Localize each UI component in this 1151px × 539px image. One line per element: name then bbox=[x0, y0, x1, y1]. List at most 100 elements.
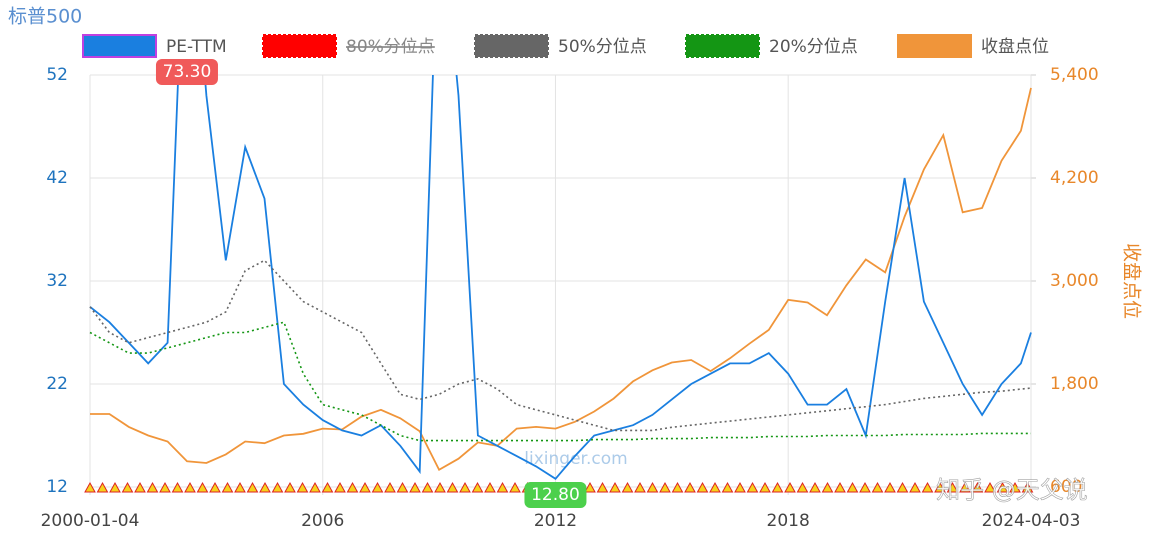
x-tick-label: 2024-04-03 bbox=[982, 511, 1081, 531]
event-marker bbox=[646, 481, 659, 493]
event-marker bbox=[471, 481, 484, 493]
annotation-label: 12.80 bbox=[531, 485, 580, 505]
event-marker bbox=[484, 481, 496, 493]
event-marker bbox=[946, 481, 959, 493]
event-marker bbox=[621, 481, 634, 493]
x-tick-label: 2018 bbox=[767, 511, 810, 531]
event-marker bbox=[971, 481, 984, 493]
y2-tick-label: 3,000 bbox=[1050, 271, 1099, 291]
plot-area bbox=[89, 75, 1032, 480]
event-marker bbox=[671, 481, 684, 493]
event-marker bbox=[1021, 481, 1034, 493]
legend-swatch bbox=[262, 34, 337, 58]
event-marker bbox=[696, 481, 709, 493]
event-marker bbox=[609, 481, 621, 493]
event-marker bbox=[134, 481, 146, 493]
y-tick-label: 52 bbox=[46, 65, 68, 85]
event-marker bbox=[246, 481, 259, 493]
event-marker bbox=[884, 481, 896, 493]
event-marker bbox=[159, 481, 171, 493]
event-marker bbox=[721, 481, 734, 493]
event-marker bbox=[259, 481, 271, 493]
watermark: lixinger.com bbox=[524, 449, 627, 469]
y-tick-label: 22 bbox=[46, 374, 68, 394]
event-marker bbox=[871, 481, 884, 493]
event-marker bbox=[96, 481, 109, 493]
event-marker bbox=[421, 481, 434, 493]
event-marker bbox=[859, 481, 871, 493]
event-marker bbox=[634, 481, 646, 493]
event-marker bbox=[209, 481, 221, 493]
event-marker bbox=[934, 481, 946, 493]
legend-label: PE-TTM bbox=[166, 37, 227, 57]
event-marker bbox=[509, 481, 521, 493]
event-marker bbox=[359, 481, 371, 493]
event-marker bbox=[1009, 481, 1021, 493]
event-marker bbox=[684, 481, 696, 493]
event-marker bbox=[296, 481, 309, 493]
legend-item[interactable]: 20%分位点 bbox=[685, 34, 858, 58]
event-marker bbox=[809, 481, 821, 493]
event-marker bbox=[396, 481, 409, 493]
event-marker bbox=[371, 481, 384, 493]
event-marker bbox=[271, 481, 284, 493]
x-tick-label: 2012 bbox=[534, 511, 577, 531]
event-markers bbox=[84, 481, 1034, 493]
legend-swatch bbox=[82, 34, 157, 58]
annotation-badge bbox=[155, 59, 218, 85]
y2-tick-label: 4,200 bbox=[1050, 168, 1099, 188]
event-marker bbox=[759, 481, 771, 493]
event-marker bbox=[409, 481, 421, 493]
legend-item[interactable]: 80%分位点 bbox=[262, 34, 435, 58]
series-line bbox=[89, 259, 1032, 432]
event-marker bbox=[596, 481, 609, 493]
event-marker bbox=[109, 481, 121, 493]
event-marker bbox=[896, 481, 909, 493]
event-marker bbox=[321, 481, 334, 493]
y-tick-label: 12 bbox=[46, 477, 68, 497]
event-marker bbox=[446, 481, 459, 493]
legend-swatch bbox=[474, 34, 549, 58]
event-marker bbox=[84, 481, 96, 493]
event-marker bbox=[834, 481, 846, 493]
event-marker bbox=[184, 481, 196, 493]
event-marker bbox=[784, 481, 796, 493]
legend-item[interactable]: 收盘点位 bbox=[897, 34, 1049, 58]
legend-label: 50%分位点 bbox=[558, 37, 647, 57]
event-marker bbox=[921, 481, 934, 493]
event-marker bbox=[709, 481, 721, 493]
event-marker bbox=[796, 481, 809, 493]
event-marker bbox=[771, 481, 784, 493]
y2-tick-label: 1,800 bbox=[1050, 374, 1099, 394]
event-marker bbox=[996, 481, 1009, 493]
legend-swatch bbox=[897, 34, 972, 58]
event-marker bbox=[821, 481, 834, 493]
event-marker bbox=[659, 481, 671, 493]
event-marker bbox=[909, 481, 921, 493]
y-tick-label: 32 bbox=[46, 271, 68, 291]
event-marker bbox=[346, 481, 359, 493]
event-marker bbox=[434, 481, 446, 493]
legend-item[interactable]: PE-TTM bbox=[82, 34, 227, 58]
legend-label: 20%分位点 bbox=[769, 37, 858, 57]
x-tick-label: 2000-01-04 bbox=[41, 511, 140, 531]
event-marker bbox=[146, 481, 159, 493]
event-marker bbox=[221, 481, 234, 493]
event-marker bbox=[284, 481, 296, 493]
series-line bbox=[89, 321, 1031, 442]
event-marker bbox=[846, 481, 859, 493]
legend-item[interactable]: 50%分位点 bbox=[474, 34, 647, 58]
series-line bbox=[90, 87, 1032, 472]
x-tick-label: 2006 bbox=[301, 511, 344, 531]
annotation-label: 73.30 bbox=[163, 62, 212, 82]
y2-tick-label: 5,400 bbox=[1050, 65, 1099, 85]
event-marker bbox=[959, 481, 971, 493]
series-line bbox=[89, 75, 1032, 480]
y2-tick-label: 600 bbox=[1050, 477, 1082, 497]
event-marker bbox=[334, 481, 346, 493]
annotation-badge bbox=[524, 482, 587, 508]
event-marker bbox=[171, 481, 184, 493]
watermark: 知乎 @天父说 bbox=[936, 476, 1088, 504]
event-marker bbox=[121, 481, 134, 493]
